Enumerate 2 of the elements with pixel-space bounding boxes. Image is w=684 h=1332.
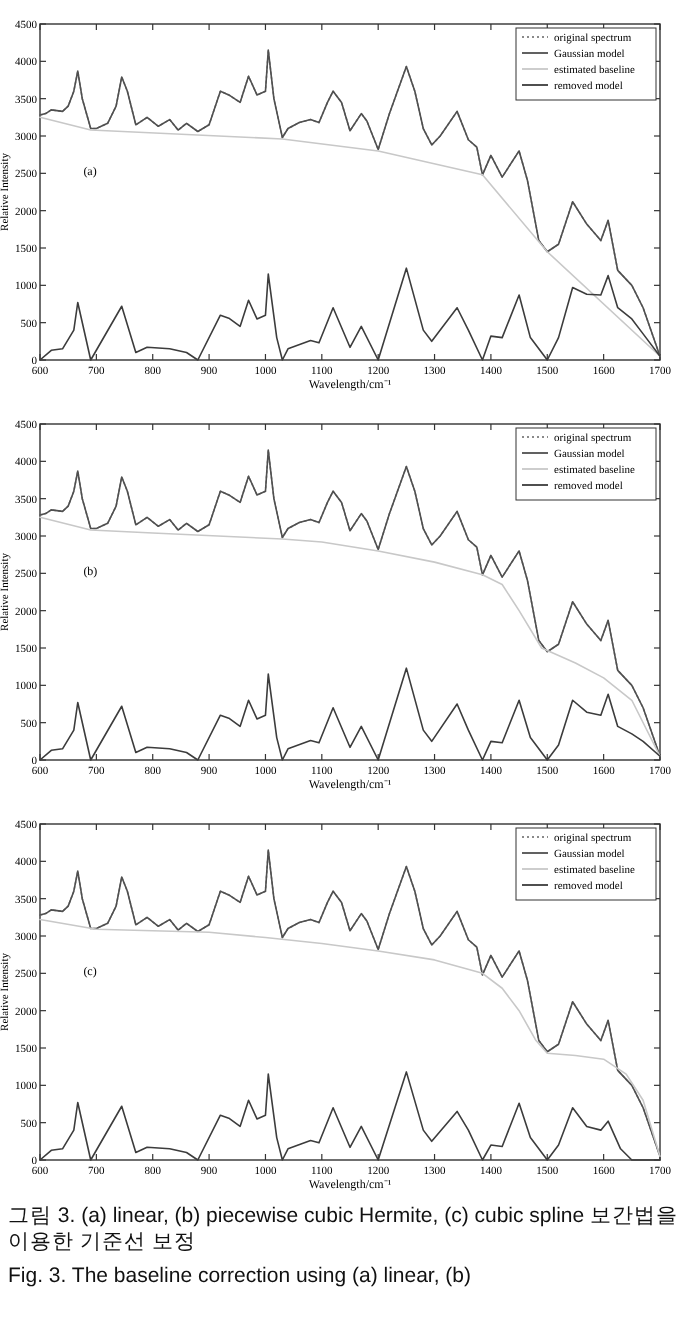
caption: Fig. 3. The baseline correction using (a) linear, (b) <box>6 1264 474 1290</box>
caption: 그림 3. (a) linear, (b) piecewise cubic Hermite, (c) cubic spline 보간법을 이용한 기준선 보정 <box>6 1204 680 1256</box>
